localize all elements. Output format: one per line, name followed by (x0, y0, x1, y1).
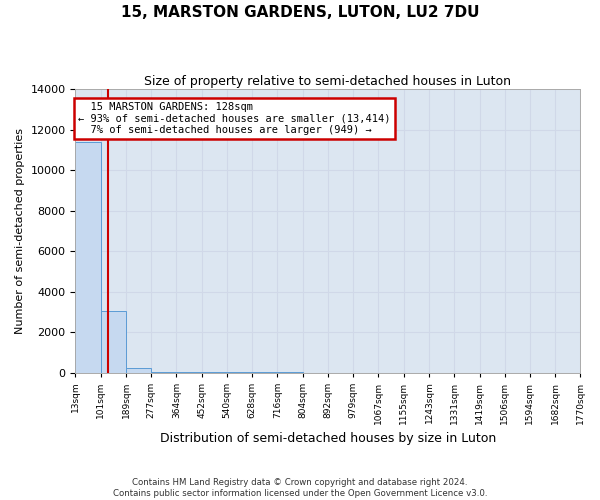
Bar (126, 368, 151, 372)
Text: 15, MARSTON GARDENS, LUTON, LU2 7DU: 15, MARSTON GARDENS, LUTON, LU2 7DU (121, 5, 479, 20)
Title: Size of property relative to semi-detached houses in Luton: Size of property relative to semi-detach… (145, 75, 511, 88)
X-axis label: Distribution of semi-detached houses by size in Luton: Distribution of semi-detached houses by … (160, 432, 496, 445)
Text: 15 MARSTON GARDENS: 128sqm
← 93% of semi-detached houses are smaller (13,414)
  : 15 MARSTON GARDENS: 128sqm ← 93% of semi… (78, 102, 391, 135)
Text: Contains HM Land Registry data © Crown copyright and database right 2024.
Contai: Contains HM Land Registry data © Crown c… (113, 478, 487, 498)
Y-axis label: Number of semi-detached properties: Number of semi-detached properties (15, 128, 25, 334)
Bar (101, 311, 126, 372)
Bar (76, 142, 101, 372)
